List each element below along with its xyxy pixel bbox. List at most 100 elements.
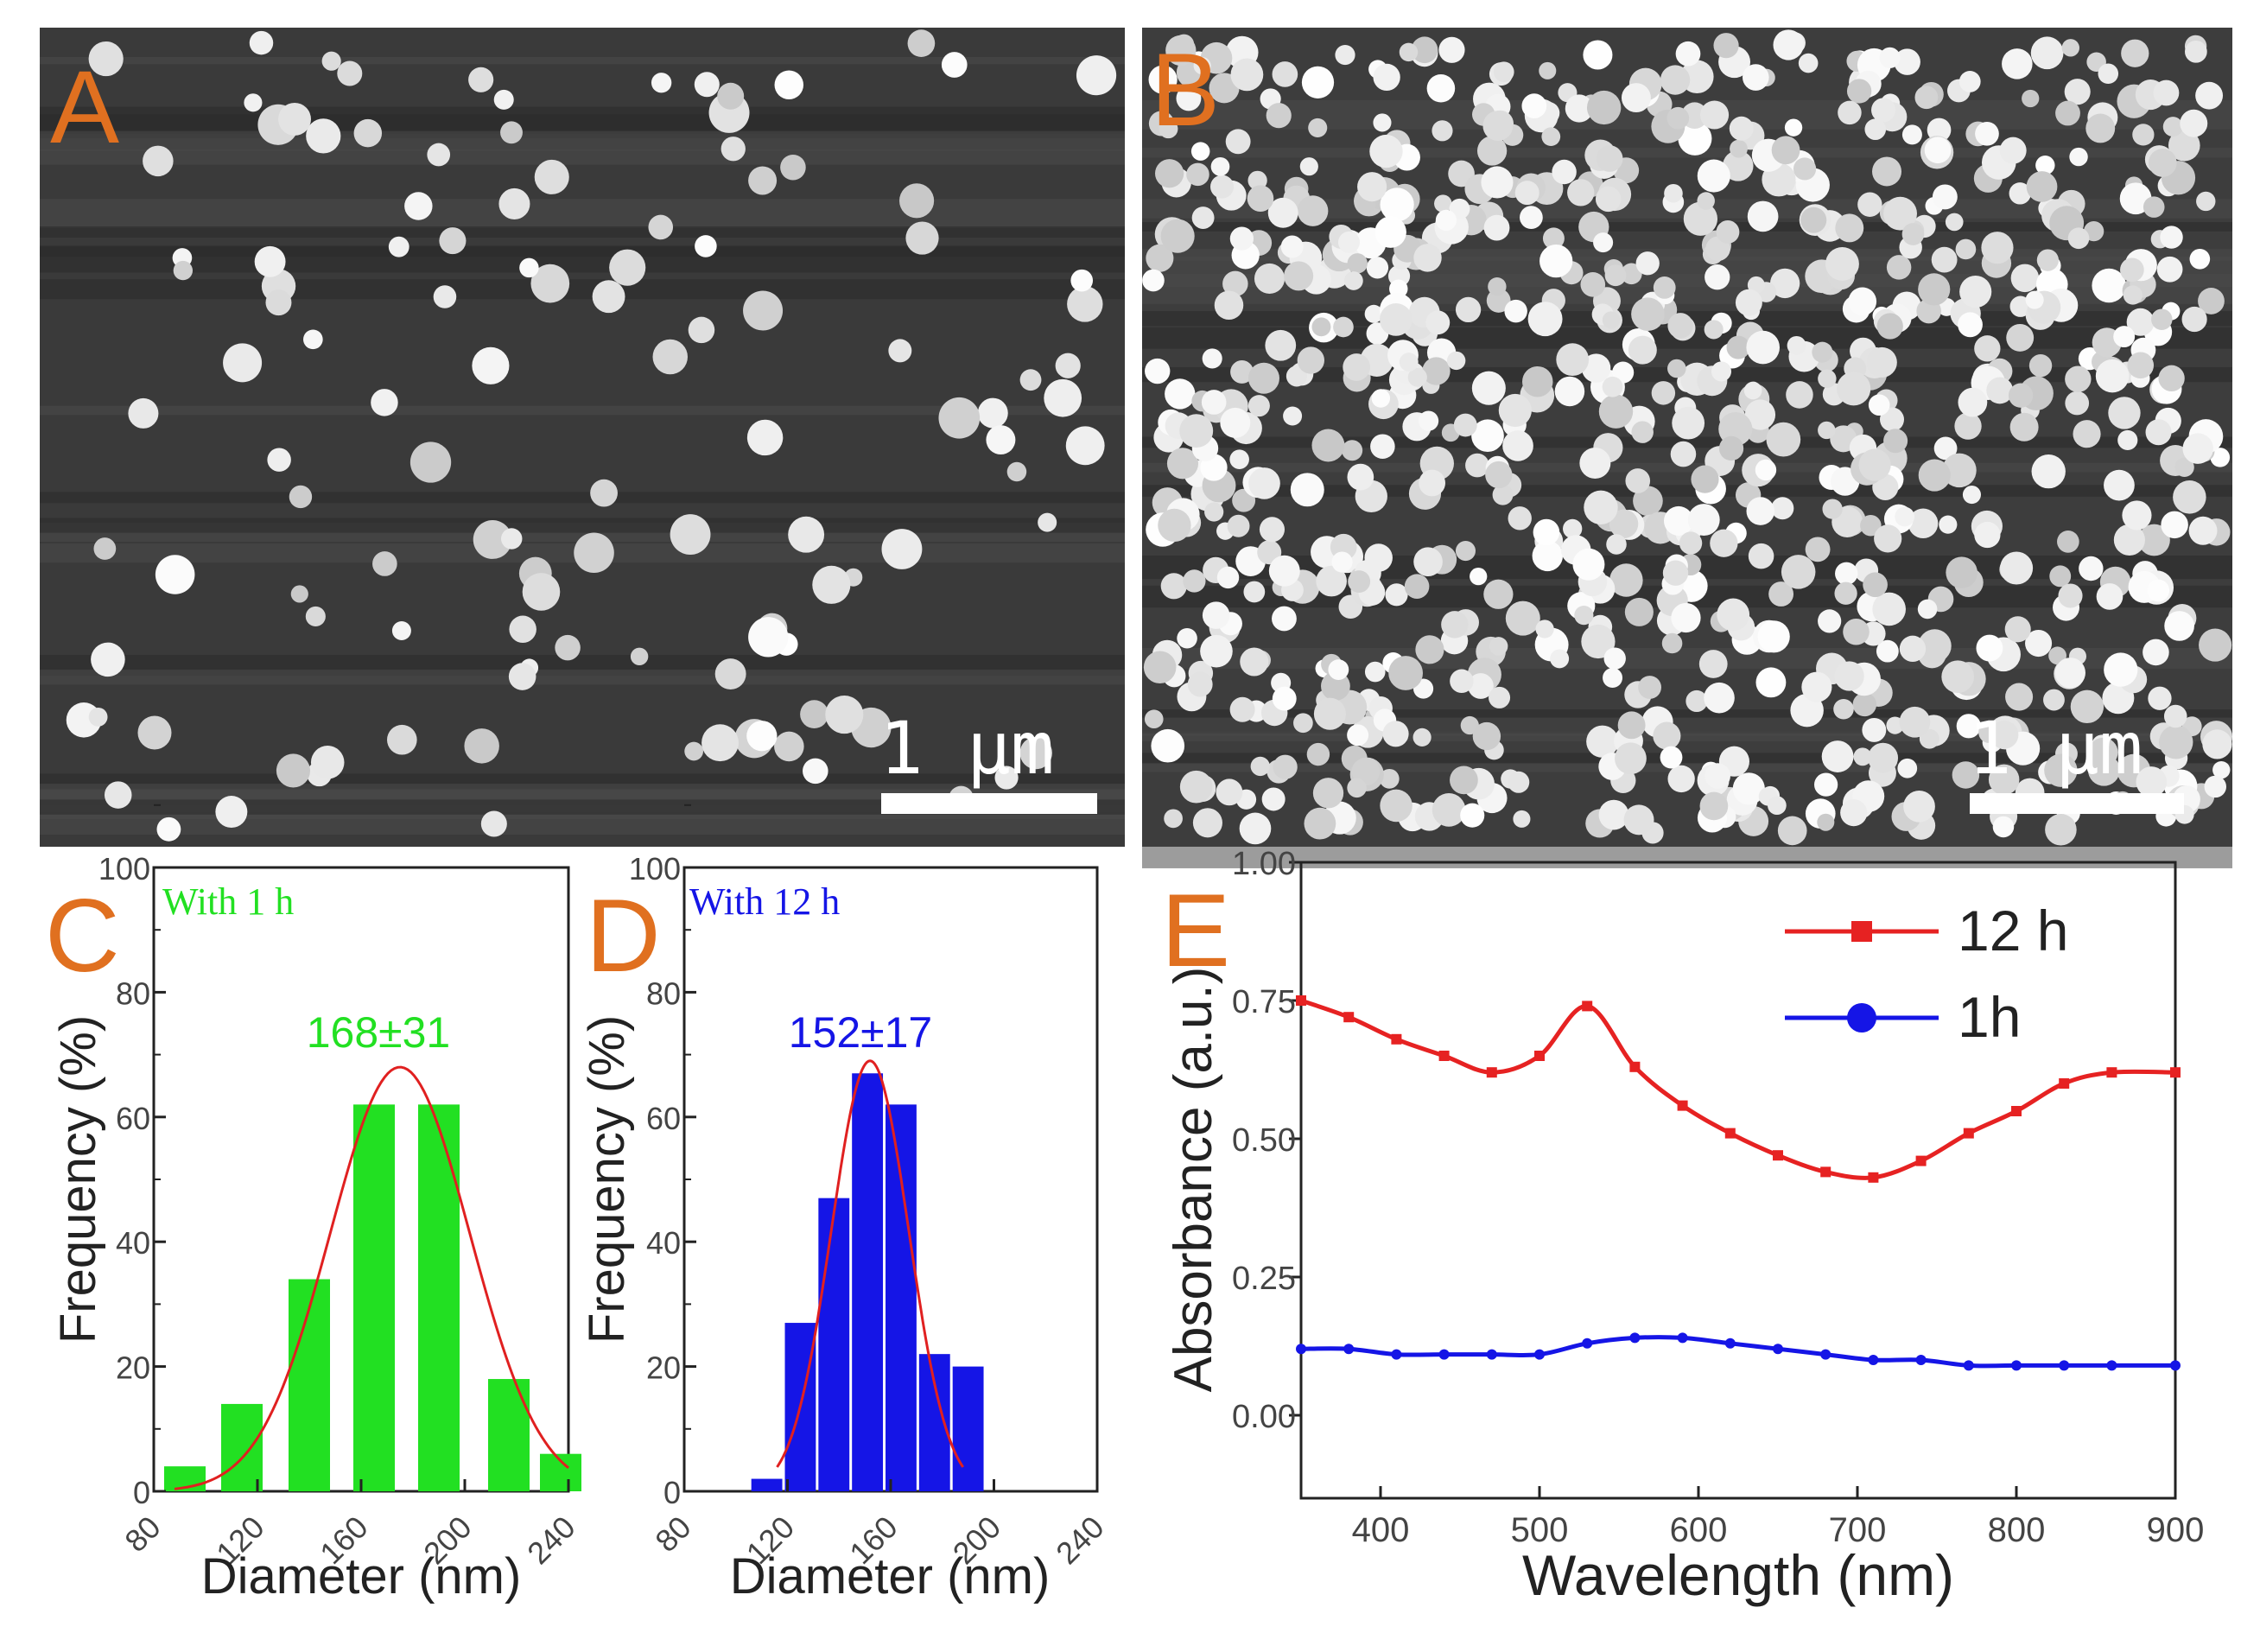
sem-particle [977,397,1008,429]
point-1h-18 [2170,1360,2181,1371]
sem-particle [743,290,784,331]
sem-particle [1331,551,1353,573]
sem-streak [40,518,1125,533]
sem-particle [1567,179,1595,206]
sem-particle [1311,317,1331,337]
sem-particle [1413,244,1442,272]
y-ticks-d: 0 20 40 60 80 100 [629,804,696,1510]
sem-particle [1992,816,2015,838]
sem-particle [800,700,828,728]
point-12h-18 [2170,1067,2181,1078]
sem-particle [2026,171,2058,202]
y-axis-label-d: Frequency (%) [579,1015,635,1344]
sem-particle [2188,516,2218,545]
sem-streak [40,279,1125,300]
x-tick-label-e-1: 500 [1511,1511,1569,1549]
sem-particle [695,235,717,257]
y-axis-label-c: Frequency (%) [50,1015,106,1344]
sem-particle [404,192,433,220]
sem-particle [1146,244,1174,272]
y-tick-label-d-5: 100 [629,851,681,886]
sem-particle [1872,473,1899,500]
y-ticks-c: 0 20 40 60 80 100 [98,804,166,1510]
sem-particle [1214,290,1244,320]
sem-particle [1584,490,1618,525]
sem-particle [530,264,570,303]
sem-particle [1871,98,1896,123]
point-12h-17 [2106,1067,2117,1078]
sem-particle [1691,465,1719,493]
sem-particle [1290,473,1324,507]
sem-particle [1660,65,1691,95]
sem-particle [1631,421,1654,443]
sem-particle [1562,518,1583,539]
sem-particle [1704,682,1735,714]
sem-particle [2069,147,2088,167]
sem-streak [40,130,1125,151]
sem-particle [2195,81,2224,110]
sem-particle [1455,296,1482,323]
y-tick-label-c-3: 60 [116,1101,150,1136]
sem-b-particles [1142,29,2232,846]
sem-particle [651,73,672,93]
sem-particle [1602,376,1623,397]
sem-particle [1932,184,1958,210]
sem-particle [1730,139,1748,158]
sem-particle [2004,616,2031,643]
sem-particle [2079,556,2104,581]
sem-particle [1520,206,1543,229]
sem-particle [1202,601,1230,629]
sem-particle [888,339,912,363]
sem-particle [1513,810,1531,828]
sem-particle [2202,729,2232,759]
sem-particle [2067,227,2090,250]
sem-particle [1718,435,1744,461]
sem-particle [1268,555,1300,587]
sem-particle [337,60,363,86]
sem-particle [1773,29,1804,60]
point-1h-17 [2106,1360,2117,1371]
sem-particle [1814,772,1838,797]
sem-particle [1667,313,1693,339]
point-1h-4 [1486,1349,1497,1360]
sem-particle [2113,326,2136,348]
sem-particle [1485,461,1513,489]
sem-particle [1527,302,1563,337]
sem-particle [1204,502,1224,522]
y-tick-label-d-3: 60 [646,1101,681,1136]
scale-bar-a [881,793,1097,814]
sem-particle [519,257,539,278]
sem-particle [534,159,569,194]
sem-particle [1899,706,1931,738]
sem-particle [1273,754,1298,779]
sem-particle [1308,118,1328,137]
sem-particle [1981,232,2014,264]
point-1h-13 [1915,1355,1927,1365]
sem-particle [1604,264,1627,287]
sem-particle [1918,629,1952,663]
sem-particle [2199,628,2232,662]
legend-marker-1h [1847,1003,1876,1032]
sem-particle [1876,313,1903,340]
sem-particle [2002,48,2033,79]
sem-particle [310,746,345,779]
sem-particle [1399,353,1419,372]
sem-particle [1293,713,1313,734]
sem-particle [1465,453,1489,478]
x-axis-label-d: Diameter (nm) [730,1548,1051,1604]
sem-particle [1404,574,1430,599]
sem-particle [1460,803,1485,828]
point-1h-1 [1343,1344,1355,1355]
point-1h-5 [1534,1349,1545,1360]
sem-particle [305,606,326,627]
sem-particle [1160,219,1195,253]
point-12h-3 [1438,1051,1450,1061]
sem-particle [1280,235,1304,258]
sem-particle [652,339,688,375]
sem-particle [508,663,536,690]
sem-particle [1883,196,1917,231]
sem-particle [1254,263,1286,295]
sem-particle [249,30,274,55]
sem-particle [1746,497,1775,525]
sem-particle [555,634,581,661]
